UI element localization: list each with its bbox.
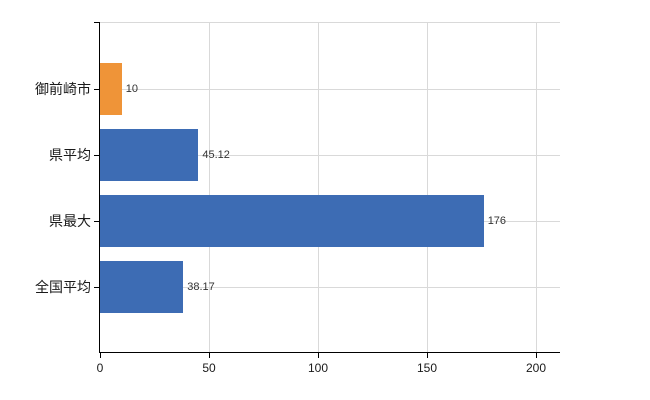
category-label: 全国平均 (35, 279, 91, 295)
gridline-vertical (317, 22, 319, 352)
x-axis-tick (99, 353, 101, 358)
bar (100, 195, 484, 247)
category-label: 御前崎市 (35, 81, 91, 97)
gridline-vertical (535, 22, 537, 352)
y-axis-tick (94, 286, 100, 288)
value-label: 45.12 (202, 149, 230, 161)
bar (100, 261, 184, 313)
x-axis (99, 352, 560, 353)
gridline-vertical (208, 22, 210, 352)
x-axis-tick (535, 353, 537, 358)
gridline-horizontal (100, 154, 560, 156)
x-axis-tick (426, 353, 428, 358)
x-tick-label: 100 (307, 361, 329, 375)
y-axis-tick (94, 220, 100, 222)
bar (100, 129, 199, 181)
value-label: 38.17 (187, 281, 215, 293)
gridline-vertical (426, 22, 428, 352)
value-label: 176 (487, 215, 507, 227)
x-tick-label: 0 (96, 361, 104, 375)
x-tick-label: 200 (526, 361, 547, 375)
y-axis (99, 22, 100, 353)
gridline-horizontal (100, 286, 560, 288)
x-tick-label: 50 (202, 361, 216, 375)
value-label: 10 (125, 83, 139, 95)
category-label: 県平均 (49, 147, 91, 163)
x-axis-tick (208, 353, 210, 358)
plot-top-border (100, 22, 560, 23)
y-axis-tick (94, 88, 100, 90)
plot-area: 10 45.12 176 38.17 (100, 22, 560, 352)
x-axis-tick (317, 353, 319, 358)
y-axis-end-tick (94, 22, 100, 23)
x-tick-label: 150 (416, 361, 438, 375)
y-axis-tick (94, 154, 100, 156)
category-label: 県最大 (49, 213, 91, 229)
bar (100, 63, 122, 115)
gridline-horizontal (100, 88, 560, 90)
